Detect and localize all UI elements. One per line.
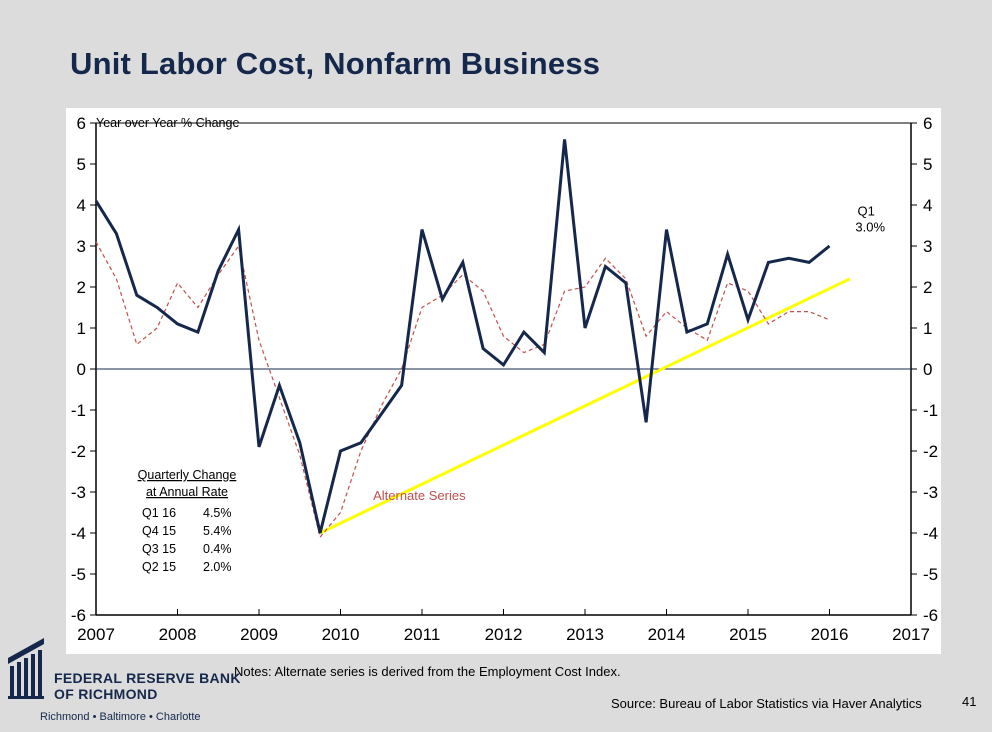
y-tick-label-right: 0 — [923, 360, 932, 379]
x-tick-label: 2014 — [648, 625, 686, 644]
x-tick-label: 2016 — [811, 625, 849, 644]
x-tick-label: 2010 — [322, 625, 360, 644]
inset-table-period: Q3 15 — [142, 542, 176, 556]
y-tick-label-right: 2 — [923, 278, 932, 297]
inset-table-value: 0.4% — [203, 542, 232, 556]
y-tick-label-left: -5 — [71, 565, 86, 584]
x-tick-label: 2017 — [892, 625, 930, 644]
inset-table-period: Q4 15 — [142, 524, 176, 538]
y-tick-label-left: -1 — [71, 401, 86, 420]
logo-cities: Richmond • Baltimore • Charlotte — [40, 711, 201, 723]
slide-title: Unit Labor Cost, Nonfarm Business — [70, 46, 601, 81]
y-tick-label-right: -3 — [923, 483, 938, 502]
chart-frame: 6 6 5 5 4 4 3 3 2 2 1 1 0 0 -1 -1 -2 -2 -3 -3 -4 -4 -5 -5 -6 -6 20… — [66, 108, 941, 654]
y-tick-label-left: 4 — [77, 196, 86, 215]
latest-value-annotation: 3.0% — [855, 220, 885, 235]
y-tick-label-left: 2 — [77, 278, 86, 297]
logo-text-line1: FEDERAL RESERVE BANK — [54, 670, 241, 686]
inset-table-period: Q1 16 — [142, 506, 176, 520]
y-tick-label-right: 1 — [923, 319, 932, 338]
y-tick-label-right: -2 — [923, 442, 938, 461]
x-tick-label: 2012 — [485, 625, 523, 644]
y-axis-title: Year over Year % Change — [96, 116, 239, 130]
x-tick-label: 2015 — [729, 625, 767, 644]
inset-table-period: Q2 15 — [142, 560, 176, 574]
x-tick-label: 2008 — [159, 625, 197, 644]
y-tick-label-right: -4 — [923, 524, 938, 543]
main-series-line — [94, 139, 831, 534]
y-tick-label-right: 4 — [923, 196, 932, 215]
trend-series-line — [319, 277, 851, 535]
y-tick-label-right: -6 — [923, 606, 938, 625]
y-tick-label-right: 6 — [923, 114, 932, 133]
alternate-series-label: Alternate Series — [373, 488, 466, 503]
fed-building-icon — [8, 638, 44, 699]
y-tick-label-right: -5 — [923, 565, 938, 584]
x-tick-label: 2013 — [566, 625, 604, 644]
line-chart: 6 65 54 43 32 21 10 0-1 -1-2 -2-3 -3-4 -4-5 -5-6 -620… — [71, 114, 938, 644]
y-tick-label-left: -4 — [71, 524, 86, 543]
y-tick-label-left: 0 — [77, 360, 86, 379]
quarterly-change-table: Quarterly Change at Annual Rate Q1 16 4.… — [138, 468, 237, 574]
labels-group: 6 65 54 43 32 21 10 0-1 -1-2 -2-3 -3-4 -4-5 -5-6 -620… — [71, 114, 938, 644]
page-number: 41 — [962, 694, 977, 709]
fed-richmond-logo: FEDERAL RESERVE BANK OF RICHMOND Richmon… — [6, 634, 240, 730]
x-tick-label: 2007 — [77, 625, 115, 644]
y-tick-label-right: -1 — [923, 401, 938, 420]
y-tick-label-left: -2 — [71, 442, 86, 461]
y-tick-label-left: 1 — [77, 319, 86, 338]
inset-table-value: 5.4% — [203, 524, 232, 538]
x-tick-label: 2011 — [404, 625, 441, 644]
inset-table-title-line1: Quarterly Change — [138, 468, 237, 482]
y-tick-label-right: 3 — [923, 237, 932, 256]
alternate-series-line — [95, 241, 830, 539]
latest-value-annotation: Q1 — [858, 203, 875, 218]
chart-notes: Notes: Alternate series is derived from … — [234, 664, 621, 679]
inset-table-value: 4.5% — [203, 506, 232, 520]
inset-table-value: 2.0% — [203, 560, 232, 574]
y-tick-label-right: 5 — [923, 155, 932, 174]
inset-table-title-line2: at Annual Rate — [146, 485, 228, 499]
y-tick-label-left: -3 — [71, 483, 86, 502]
series-lines-group — [94, 139, 851, 539]
chart-source: Source: Bureau of Labor Statistics via H… — [611, 696, 922, 711]
x-tick-label: 2009 — [240, 625, 278, 644]
logo-text-line2: OF RICHMOND — [54, 686, 158, 702]
axes-group — [90, 122, 917, 616]
y-tick-label-left: 5 — [77, 155, 86, 174]
y-tick-label-left: -6 — [71, 606, 86, 625]
y-tick-label-left: 6 — [77, 114, 86, 133]
y-tick-label-left: 3 — [77, 237, 86, 256]
